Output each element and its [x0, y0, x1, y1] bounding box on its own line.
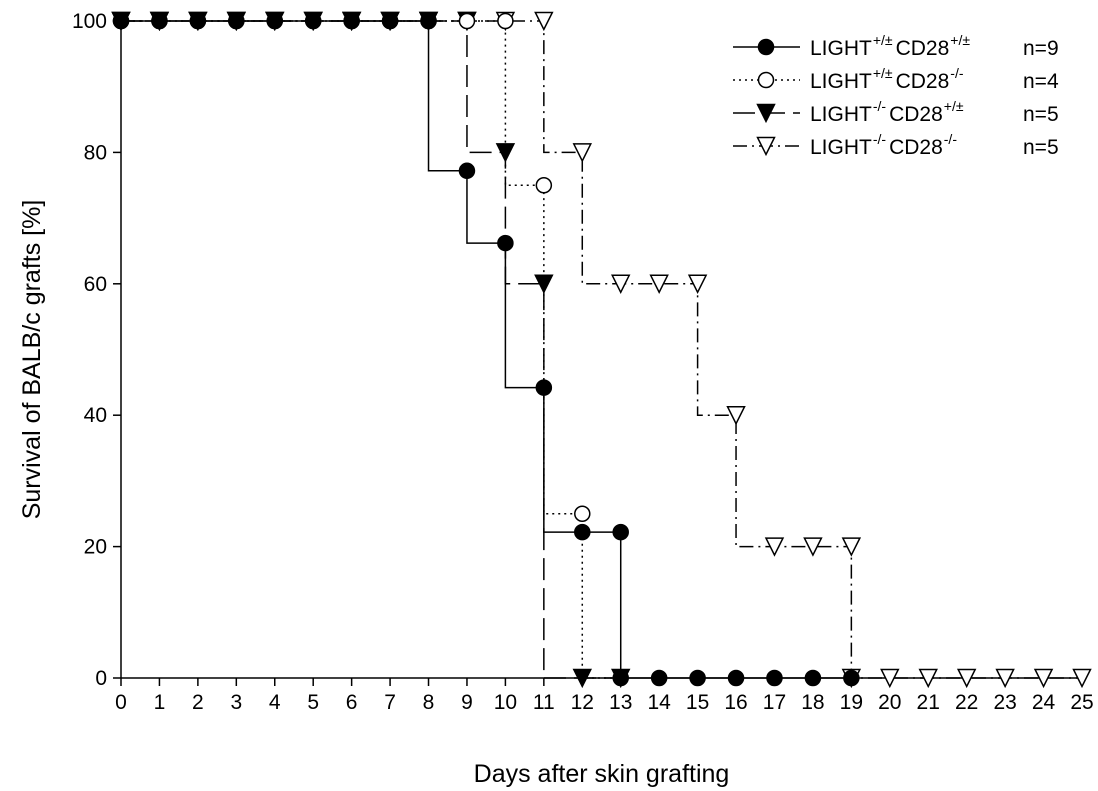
series-1-point — [574, 523, 591, 541]
x-tick-label: 20 — [878, 691, 901, 714]
series-4-point — [611, 274, 631, 294]
series-4-point — [687, 274, 708, 294]
series-1-point — [304, 12, 322, 30]
series-2-point — [458, 12, 476, 30]
series-3 — [111, 11, 631, 689]
x-tick-label: 7 — [384, 691, 396, 714]
series-4-point — [649, 274, 669, 294]
series-4-point — [956, 668, 977, 689]
x-tick-label: 19 — [840, 691, 863, 714]
series-1-point — [112, 12, 130, 30]
x-tick-label: 9 — [461, 691, 473, 714]
series-1-point — [381, 12, 399, 30]
series-1-point — [804, 669, 822, 687]
legend-marker — [756, 136, 776, 157]
y-tick-label: 0 — [95, 667, 107, 690]
series-1-point — [727, 669, 745, 687]
x-tick-label: 4 — [269, 691, 281, 714]
series-2-point — [497, 12, 514, 30]
x-tick-label: 24 — [1032, 691, 1056, 714]
series-1-point — [458, 162, 476, 180]
series-1-point — [535, 379, 553, 396]
series-4-point — [1033, 668, 1054, 689]
x-tick-label: 11 — [533, 691, 555, 714]
series-1-point — [766, 669, 783, 687]
x-tick-label: 18 — [801, 691, 824, 714]
legend-label: LIGHT+/± CD28-/- n=4 — [810, 65, 1059, 93]
y-tick-label: 20 — [84, 536, 107, 559]
legend-item-1: LIGHT+/± CD28+/± n=9 — [733, 32, 1059, 60]
legend-label: LIGHT-/- CD28-/- n=5 — [810, 131, 1059, 159]
legend-marker — [756, 103, 776, 124]
x-tick-label: 1 — [154, 691, 166, 714]
legend-marker — [757, 71, 775, 89]
series-2-point — [574, 505, 591, 522]
x-tick-label: 6 — [346, 691, 358, 714]
series-1-point — [266, 12, 284, 30]
series-1-line — [121, 20, 852, 679]
series-3-line — [121, 20, 621, 679]
y-tick-label: 80 — [84, 141, 107, 164]
series-1 — [112, 12, 860, 687]
legend: LIGHT+/± CD28+/± n=9 LIGHT+/± CD28-/- n=4 LIGH… — [733, 32, 1059, 159]
series-1-point — [189, 12, 207, 30]
x-tick-label: 15 — [686, 691, 709, 714]
x-tick-label: 16 — [724, 691, 747, 714]
series-1-point — [650, 669, 668, 687]
series-2-line — [121, 20, 621, 679]
series-4-point — [726, 405, 746, 426]
legend-item-2: LIGHT+/± CD28-/- n=4 — [733, 65, 1059, 93]
series-4-point — [572, 143, 592, 163]
x-tick-label: 8 — [423, 691, 435, 714]
x-tick-label: 12 — [571, 691, 594, 714]
x-tick-label: 3 — [230, 691, 242, 714]
series-4-point — [1072, 668, 1092, 689]
series-1-point — [151, 12, 168, 30]
series-4-point — [918, 668, 938, 689]
series-4-line — [121, 20, 1082, 679]
series-1-point — [228, 12, 245, 30]
x-tick-label: 5 — [307, 691, 319, 714]
series-1-point — [843, 669, 860, 687]
series-4-point — [841, 537, 862, 557]
legend-item-3: LIGHT-/- CD28+/± n=5 — [733, 98, 1059, 126]
x-tick-label: 17 — [763, 691, 786, 714]
x-axis-title: Days after skin grafting — [474, 760, 730, 788]
series-2-point — [535, 177, 553, 194]
series-4-point — [803, 537, 823, 557]
series-4-point — [534, 11, 554, 32]
series-4-point — [880, 668, 900, 689]
y-tick-label: 60 — [84, 273, 107, 296]
x-tick-label: 10 — [494, 691, 517, 714]
legend-marker — [757, 38, 775, 56]
y-tick-label: 100 — [72, 10, 107, 33]
x-tick-label: 23 — [993, 691, 1016, 714]
series-1-point — [497, 234, 514, 252]
series-layer — [111, 11, 1092, 689]
x-tick-label: 2 — [192, 691, 204, 714]
legend-item-4: LIGHT-/- CD28-/- n=5 — [733, 131, 1059, 159]
legend-label: LIGHT-/- CD28+/± n=5 — [810, 98, 1059, 126]
series-1-point — [612, 669, 629, 687]
series-3-point — [495, 143, 516, 163]
series-1-point — [689, 669, 706, 687]
x-tick-label: 25 — [1070, 691, 1093, 714]
series-1-point — [420, 12, 437, 30]
x-tick-label: 13 — [609, 691, 632, 714]
series-1-point — [612, 523, 629, 541]
y-axis-title: Survival of BALB/c grafts [%] — [18, 200, 46, 520]
series-2 — [112, 12, 621, 679]
series-4-point — [995, 668, 1015, 689]
x-tick-label: 22 — [955, 691, 978, 714]
x-tick-label: 14 — [647, 691, 671, 714]
series-1-point — [343, 12, 360, 30]
x-tick-label: 0 — [115, 691, 127, 714]
legend-label: LIGHT+/± CD28+/± n=9 — [810, 32, 1059, 60]
series-4-point — [764, 537, 785, 557]
y-tick-label: 40 — [84, 404, 107, 427]
x-tick-label: 21 — [917, 691, 940, 714]
